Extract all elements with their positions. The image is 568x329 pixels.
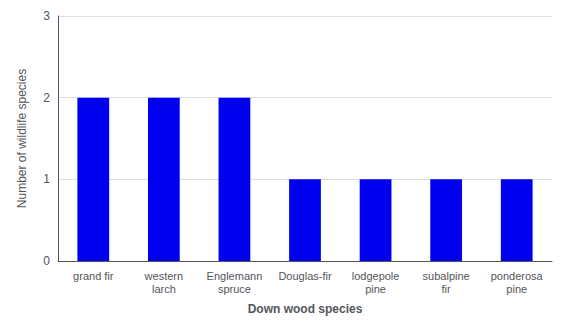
svg-text:1: 1 (43, 172, 50, 186)
svg-text:2: 2 (43, 91, 50, 105)
svg-text:ponderosa: ponderosa (491, 270, 544, 282)
svg-text:western: western (144, 270, 184, 282)
svg-text:larch: larch (152, 283, 176, 295)
svg-text:3: 3 (43, 9, 50, 23)
svg-text:Down wood species: Down wood species (248, 302, 363, 316)
svg-text:lodgepole: lodgepole (352, 270, 400, 282)
svg-text:pine: pine (365, 283, 386, 295)
svg-text:0: 0 (43, 254, 50, 268)
svg-text:fir: fir (442, 283, 452, 295)
svg-text:pine: pine (506, 283, 527, 295)
svg-text:subalpine: subalpine (423, 270, 470, 282)
svg-text:spruce: spruce (218, 283, 251, 295)
svg-text:grand fir: grand fir (73, 270, 114, 282)
svg-text:Douglas-fir: Douglas-fir (278, 270, 332, 282)
svg-text:Number of wildlife species: Number of wildlife species (15, 69, 29, 208)
svg-text:Englemann: Englemann (207, 270, 263, 282)
